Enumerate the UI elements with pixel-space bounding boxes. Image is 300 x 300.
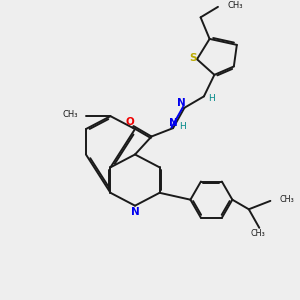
Text: CH₃: CH₃ (228, 1, 243, 10)
Text: N: N (177, 98, 186, 108)
Text: CH₃: CH₃ (250, 229, 265, 238)
Text: H: H (179, 122, 186, 131)
Text: S: S (189, 53, 196, 63)
Text: N: N (169, 118, 178, 128)
Text: H: H (208, 94, 215, 103)
Text: N: N (131, 207, 140, 217)
Text: CH₃: CH₃ (62, 110, 77, 119)
Text: O: O (126, 117, 134, 127)
Text: CH₃: CH₃ (279, 195, 294, 204)
